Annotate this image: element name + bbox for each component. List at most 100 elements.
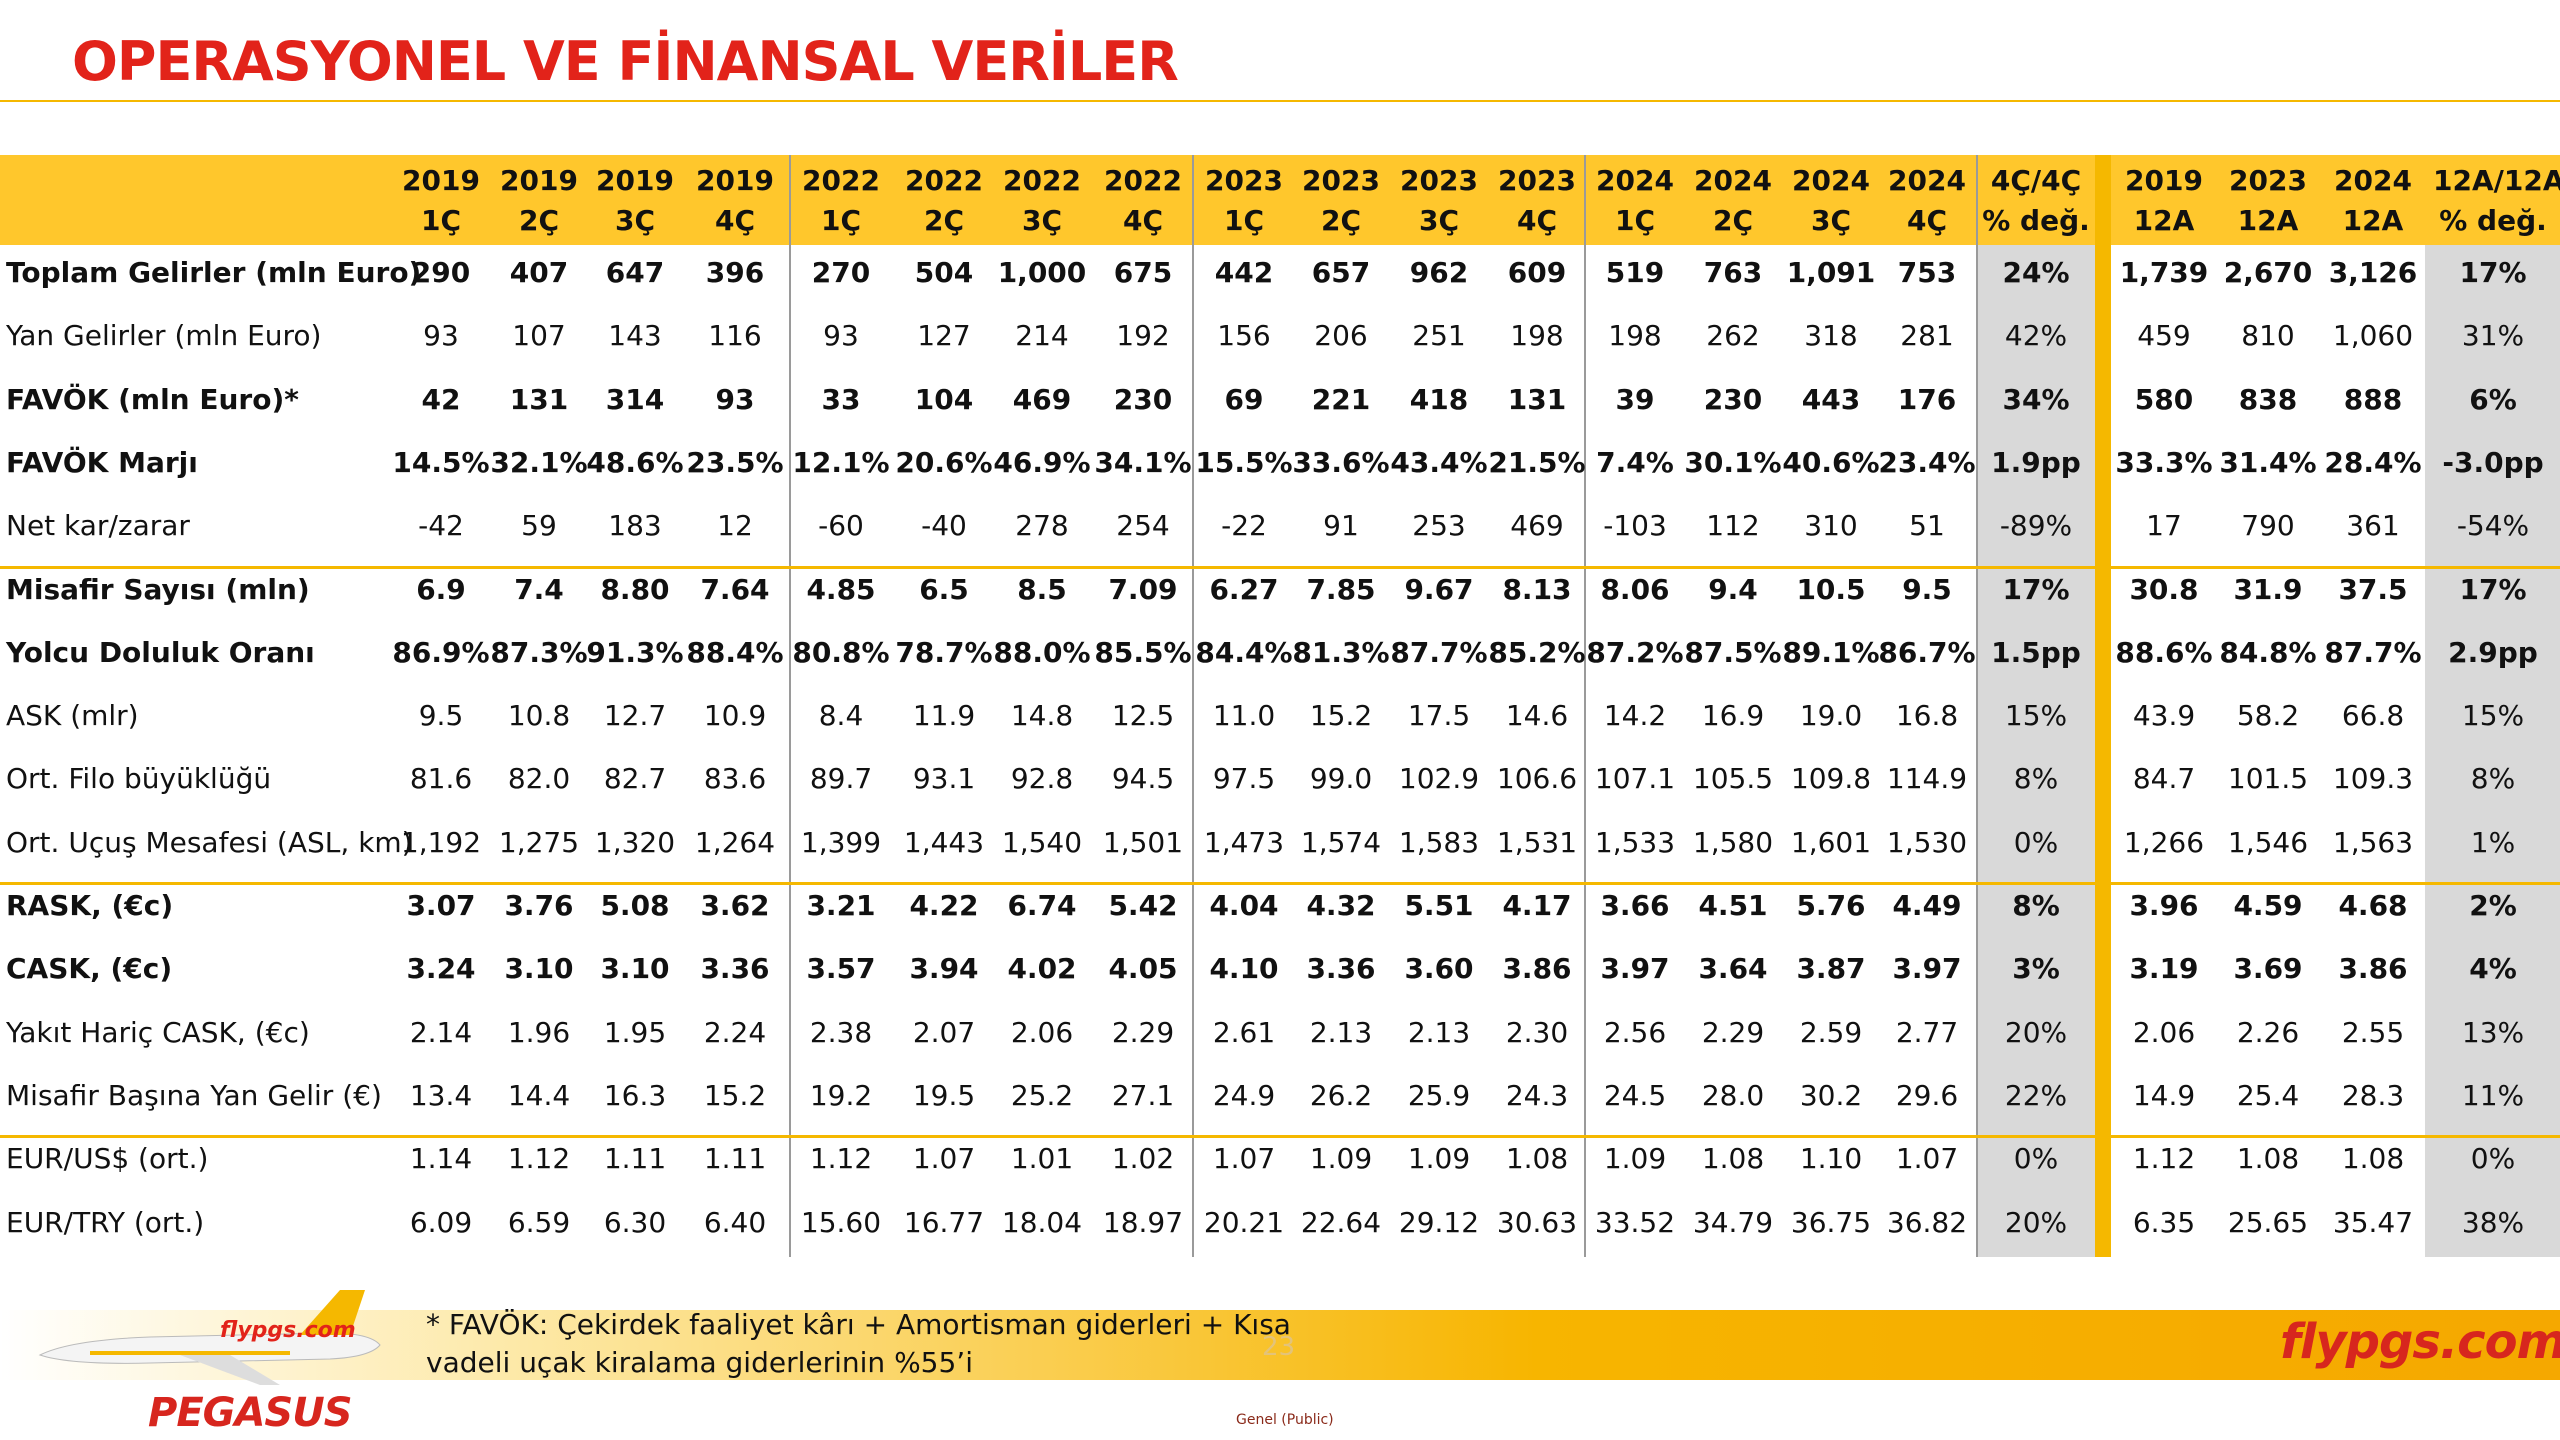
row-label: CASK, (€c) bbox=[6, 952, 173, 986]
cell: 0% bbox=[2470, 1142, 2516, 1176]
column-header: 2022 bbox=[1104, 164, 1182, 197]
column-header: 2019 bbox=[596, 164, 674, 197]
cell: 12 bbox=[717, 509, 753, 543]
cell: 18.97 bbox=[1102, 1205, 1184, 1239]
cell: 69 bbox=[1224, 382, 1264, 416]
cell: 6% bbox=[2469, 382, 2517, 416]
cell: 838 bbox=[2238, 382, 2298, 416]
footnote-line-1: * FAVÖK: Çekirdek faaliyet kârı + Amorti… bbox=[426, 1308, 1291, 1341]
cell: 84.4% bbox=[1195, 635, 1293, 669]
cell: 80.8% bbox=[792, 635, 890, 669]
cell: 2.61 bbox=[1212, 1015, 1276, 1049]
cell: 16.8 bbox=[1895, 699, 1959, 733]
column-header: 2022 bbox=[905, 164, 983, 197]
cell: 19.0 bbox=[1799, 699, 1863, 733]
cell: 25.2 bbox=[1010, 1078, 1074, 1112]
column-separator bbox=[1584, 155, 1586, 1257]
cell: 1.09 bbox=[1603, 1142, 1667, 1176]
cell: 962 bbox=[1409, 256, 1469, 289]
cell: 28.4% bbox=[2324, 445, 2422, 479]
cell: 11.0 bbox=[1212, 699, 1276, 733]
column-header: 2022 bbox=[802, 164, 880, 197]
column-header: 2Ç bbox=[1320, 204, 1362, 237]
cell: 30.8 bbox=[2129, 572, 2199, 606]
cell: 1.12 bbox=[809, 1142, 873, 1176]
cell: 18.04 bbox=[1001, 1205, 1083, 1239]
cell: 3.86 bbox=[1502, 952, 1572, 986]
row-label: Net kar/zarar bbox=[6, 509, 190, 543]
cell: 2.29 bbox=[1701, 1015, 1765, 1049]
row-label: EUR/TRY (ort.) bbox=[6, 1205, 205, 1239]
column-header: 2019 bbox=[696, 164, 774, 197]
cell: 1,739 bbox=[2119, 256, 2209, 289]
cell: 6.27 bbox=[1209, 572, 1279, 606]
cell: 17% bbox=[2459, 572, 2527, 606]
cell: 2.13 bbox=[1407, 1015, 1471, 1049]
cell: 1.10 bbox=[1799, 1142, 1863, 1176]
cell: 2.59 bbox=[1799, 1015, 1863, 1049]
column-header: 2019 bbox=[402, 164, 480, 197]
cell: 314 bbox=[605, 382, 665, 416]
cell: 34.1% bbox=[1094, 445, 1192, 479]
column-header: 4Ç bbox=[714, 204, 756, 237]
footnote-line-2: vadeli uçak kiralama giderlerinin %55’i bbox=[426, 1346, 973, 1379]
column-header: 2Ç bbox=[923, 204, 965, 237]
cell: 281 bbox=[1900, 319, 1954, 353]
cell: -103 bbox=[1603, 509, 1667, 543]
cell: 85.5% bbox=[1094, 635, 1192, 669]
cell: 10.9 bbox=[703, 699, 767, 733]
cell: 1.09 bbox=[1309, 1142, 1373, 1176]
column-header: 4Ç bbox=[1122, 204, 1164, 237]
cell: 78.7% bbox=[895, 635, 993, 669]
cell: 3.69 bbox=[2233, 952, 2303, 986]
cell: 34% bbox=[2002, 382, 2070, 416]
cell: 1,583 bbox=[1398, 825, 1480, 859]
cell: 198 bbox=[1510, 319, 1564, 353]
column-header: 3Ç bbox=[1021, 204, 1063, 237]
cell: 14.8 bbox=[1010, 699, 1074, 733]
cell: 7.4 bbox=[514, 572, 564, 606]
cell: 16.77 bbox=[903, 1205, 985, 1239]
cell: 101.5 bbox=[2227, 762, 2309, 796]
cell: 318 bbox=[1804, 319, 1858, 353]
cell: 23.5% bbox=[686, 445, 784, 479]
column-header: 4Ç bbox=[1906, 204, 1948, 237]
cell: 4.85 bbox=[806, 572, 876, 606]
cell: 2.14 bbox=[409, 1015, 473, 1049]
cell: 1,266 bbox=[2123, 825, 2205, 859]
cell: 12.1% bbox=[792, 445, 890, 479]
column-separator bbox=[789, 155, 791, 1257]
cell: 1,192 bbox=[400, 825, 482, 859]
cell: 2.30 bbox=[1505, 1015, 1569, 1049]
cell: 7.64 bbox=[700, 572, 770, 606]
cell: 253 bbox=[1412, 509, 1466, 543]
title-rule bbox=[0, 100, 2560, 102]
cell: 87.2% bbox=[1586, 635, 1684, 669]
cell: 1,546 bbox=[2227, 825, 2309, 859]
cell: 1,540 bbox=[1001, 825, 1083, 859]
cell: 11.9 bbox=[912, 699, 976, 733]
cell: 42 bbox=[421, 382, 461, 416]
cell: 361 bbox=[2346, 509, 2400, 543]
cell: 9.67 bbox=[1404, 572, 1474, 606]
cell: 20% bbox=[2004, 1015, 2068, 1049]
cell: 82.7 bbox=[603, 762, 667, 796]
cell: 17% bbox=[2002, 572, 2070, 606]
column-separator bbox=[1192, 155, 1194, 1257]
column-header: 1Ç bbox=[820, 204, 862, 237]
cell: 30.1% bbox=[1684, 445, 1782, 479]
cell: 24.3 bbox=[1505, 1078, 1569, 1112]
column-separator bbox=[1976, 155, 1978, 1257]
cell: 1,563 bbox=[2332, 825, 2414, 859]
cell: 290 bbox=[411, 256, 471, 289]
cell: 59 bbox=[521, 509, 557, 543]
classification: Genel (Public) bbox=[1236, 1412, 1334, 1428]
cell: 4.32 bbox=[1306, 889, 1376, 922]
plane-livery: flypgs.com bbox=[220, 1318, 356, 1343]
cell: 43.9 bbox=[2132, 699, 2196, 733]
cell: 262 bbox=[1706, 319, 1760, 353]
cell: 92.8 bbox=[1010, 762, 1074, 796]
cell: 1,264 bbox=[694, 825, 776, 859]
cell: -42 bbox=[418, 509, 464, 543]
cell: 7.09 bbox=[1108, 572, 1178, 606]
